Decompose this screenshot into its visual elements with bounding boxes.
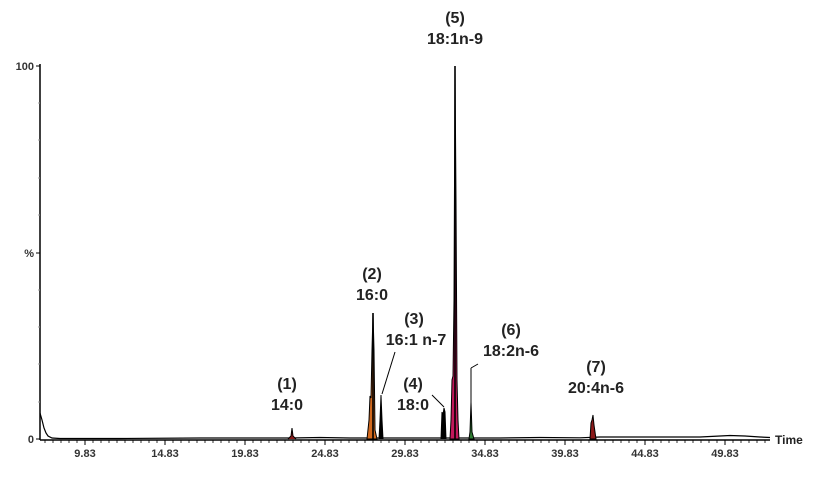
x-tick-label: 9.83 [74,448,95,460]
baseline-trace [39,412,771,440]
peak-2 [366,312,378,440]
peak-1-id: (1) [277,376,297,393]
y-label-100: 100 [16,61,34,73]
peak-2-name: 16:0 [356,287,388,304]
peak-6-leader [470,363,479,369]
peak-1 [287,427,297,440]
x-axis-title: Time [775,433,803,447]
peak-3-id: (3) [404,311,424,328]
x-tick-label: 14.83 [151,448,179,460]
peak-4 [440,407,447,440]
peak-6-name: 18:2n-6 [483,343,539,360]
peak-4-name: 18:0 [397,397,429,414]
peak-5-name: 18:1n-9 [427,31,483,48]
peak-2-id: (2) [362,266,382,283]
x-tick-label: 49.83 [711,448,739,460]
peak-4-leader [431,394,445,408]
peak-6-id: (6) [501,322,521,339]
y-label-0: 0 [28,434,34,446]
peak-7-name: 20:4n-6 [568,380,624,397]
x-tick-label: 19.83 [231,448,259,460]
x-tick-label: 29.83 [391,448,419,460]
peak-1-name: 14:0 [271,397,303,414]
x-major-ticks: 9.83 14.83 19.83 24.83 29.83 34.83 39.83 44.83 4… [74,440,739,460]
y-label-percent: % [24,248,34,260]
peak-7-id: (7) [586,359,606,376]
peak-7 [589,414,597,440]
peak-3 [378,394,384,440]
peak-6 [468,401,475,440]
peak-5-id: (5) [445,10,465,27]
x-tick-label: 39.83 [551,448,579,460]
peak-4-id: (4) [403,376,423,393]
x-tick-label: 24.83 [311,448,339,460]
peak-3-leader [381,351,396,395]
x-tick-label: 34.83 [471,448,499,460]
x-tick-label: 44.83 [631,448,659,460]
peak-3-name: 16:1 n-7 [386,332,447,349]
